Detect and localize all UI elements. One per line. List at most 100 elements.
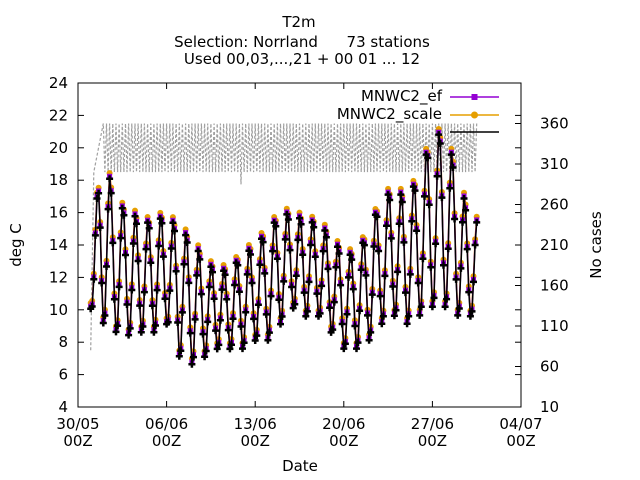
data-point xyxy=(354,339,362,347)
data-point xyxy=(319,247,327,255)
data-point xyxy=(262,310,270,318)
data-point xyxy=(131,212,139,220)
data-point xyxy=(96,224,104,232)
data-point xyxy=(425,201,433,209)
x-axis: 30/0500Z06/0600Z13/0600Z20/0600Z27/0600Z… xyxy=(56,83,543,450)
data-point xyxy=(440,261,447,269)
data-point xyxy=(148,302,156,310)
data-point xyxy=(191,315,199,323)
data-point xyxy=(235,288,243,296)
data-point xyxy=(379,312,387,320)
data-point xyxy=(123,301,131,308)
data-point xyxy=(427,263,435,271)
data-point xyxy=(265,329,273,337)
data-point xyxy=(242,308,250,316)
data-point xyxy=(269,247,277,255)
data-point xyxy=(118,204,126,212)
data-point xyxy=(405,312,413,320)
data-point xyxy=(297,220,305,228)
data-point xyxy=(197,290,205,298)
data-point xyxy=(308,218,316,226)
data-point xyxy=(436,140,444,147)
legend-label-mnwc2-ef: MNWC2_ef xyxy=(361,87,443,106)
data-point xyxy=(457,264,465,272)
x-tick-label-hour: 00Z xyxy=(241,432,270,450)
data-point xyxy=(341,340,349,348)
data-point xyxy=(115,283,123,291)
data-point xyxy=(220,267,228,275)
data-point xyxy=(346,251,354,259)
data-point xyxy=(398,198,406,206)
data-point xyxy=(169,219,177,227)
data-point xyxy=(218,286,226,294)
data-point xyxy=(394,268,402,276)
data-point xyxy=(432,240,440,248)
data-point xyxy=(428,303,436,311)
data-point xyxy=(171,227,178,235)
data-point xyxy=(381,272,389,280)
data-point xyxy=(204,318,212,326)
data-point xyxy=(403,320,411,328)
data-point xyxy=(318,282,326,290)
data-point xyxy=(386,196,394,204)
data-point xyxy=(292,272,300,280)
data-point xyxy=(155,242,163,250)
y-tick-label: 10 xyxy=(49,301,68,319)
data-point xyxy=(194,247,202,255)
data-point xyxy=(337,281,345,289)
y2-tick-label: 310 xyxy=(540,155,569,173)
y-tick-label: 14 xyxy=(49,236,68,254)
x-tick-label: 13/06 xyxy=(234,415,277,433)
data-point xyxy=(117,234,125,242)
data-point xyxy=(364,311,371,319)
data-point xyxy=(284,216,292,223)
data-point xyxy=(433,172,441,180)
data-point xyxy=(441,303,449,311)
data-point xyxy=(438,194,446,202)
y-tick-label: 22 xyxy=(49,106,68,124)
data-point xyxy=(294,236,302,244)
y-tick-label: 8 xyxy=(58,333,68,351)
data-point xyxy=(210,295,218,303)
data-point xyxy=(91,231,99,239)
data-point xyxy=(411,187,419,195)
data-point xyxy=(288,283,296,291)
data-point xyxy=(90,275,98,283)
data-point xyxy=(329,326,337,334)
data-point xyxy=(164,318,172,326)
data-point xyxy=(247,251,254,258)
data-point xyxy=(348,256,356,264)
data-point xyxy=(253,332,261,340)
data-point xyxy=(177,347,185,355)
data-point xyxy=(114,322,122,330)
data-point xyxy=(153,286,161,294)
data-point xyxy=(368,291,376,299)
data-point xyxy=(209,268,216,276)
data-point xyxy=(417,303,425,311)
data-point xyxy=(375,247,383,255)
data-point xyxy=(376,292,384,300)
data-point xyxy=(275,296,283,304)
y-tick-label: 20 xyxy=(49,139,68,157)
data-point xyxy=(463,245,471,253)
data-point xyxy=(207,263,215,271)
data-point xyxy=(397,191,405,199)
data-point xyxy=(303,307,311,315)
data-point xyxy=(213,345,221,353)
data-point xyxy=(408,217,416,225)
data-point xyxy=(452,275,460,283)
data-point xyxy=(202,347,210,355)
chart-title: T2m xyxy=(281,13,315,31)
data-point xyxy=(365,336,373,344)
y-axis-label: deg C xyxy=(7,223,25,267)
x-tick-label-hour: 00Z xyxy=(63,432,92,450)
y-tick-label: 12 xyxy=(49,268,68,286)
no-cases-series xyxy=(90,123,478,351)
legend-marker-mnwc2-scale xyxy=(471,111,478,119)
data-point xyxy=(471,241,479,249)
data-point xyxy=(180,260,188,268)
data-point xyxy=(231,281,239,289)
data-point xyxy=(389,283,397,290)
data-point xyxy=(234,261,242,269)
data-point xyxy=(186,329,194,337)
